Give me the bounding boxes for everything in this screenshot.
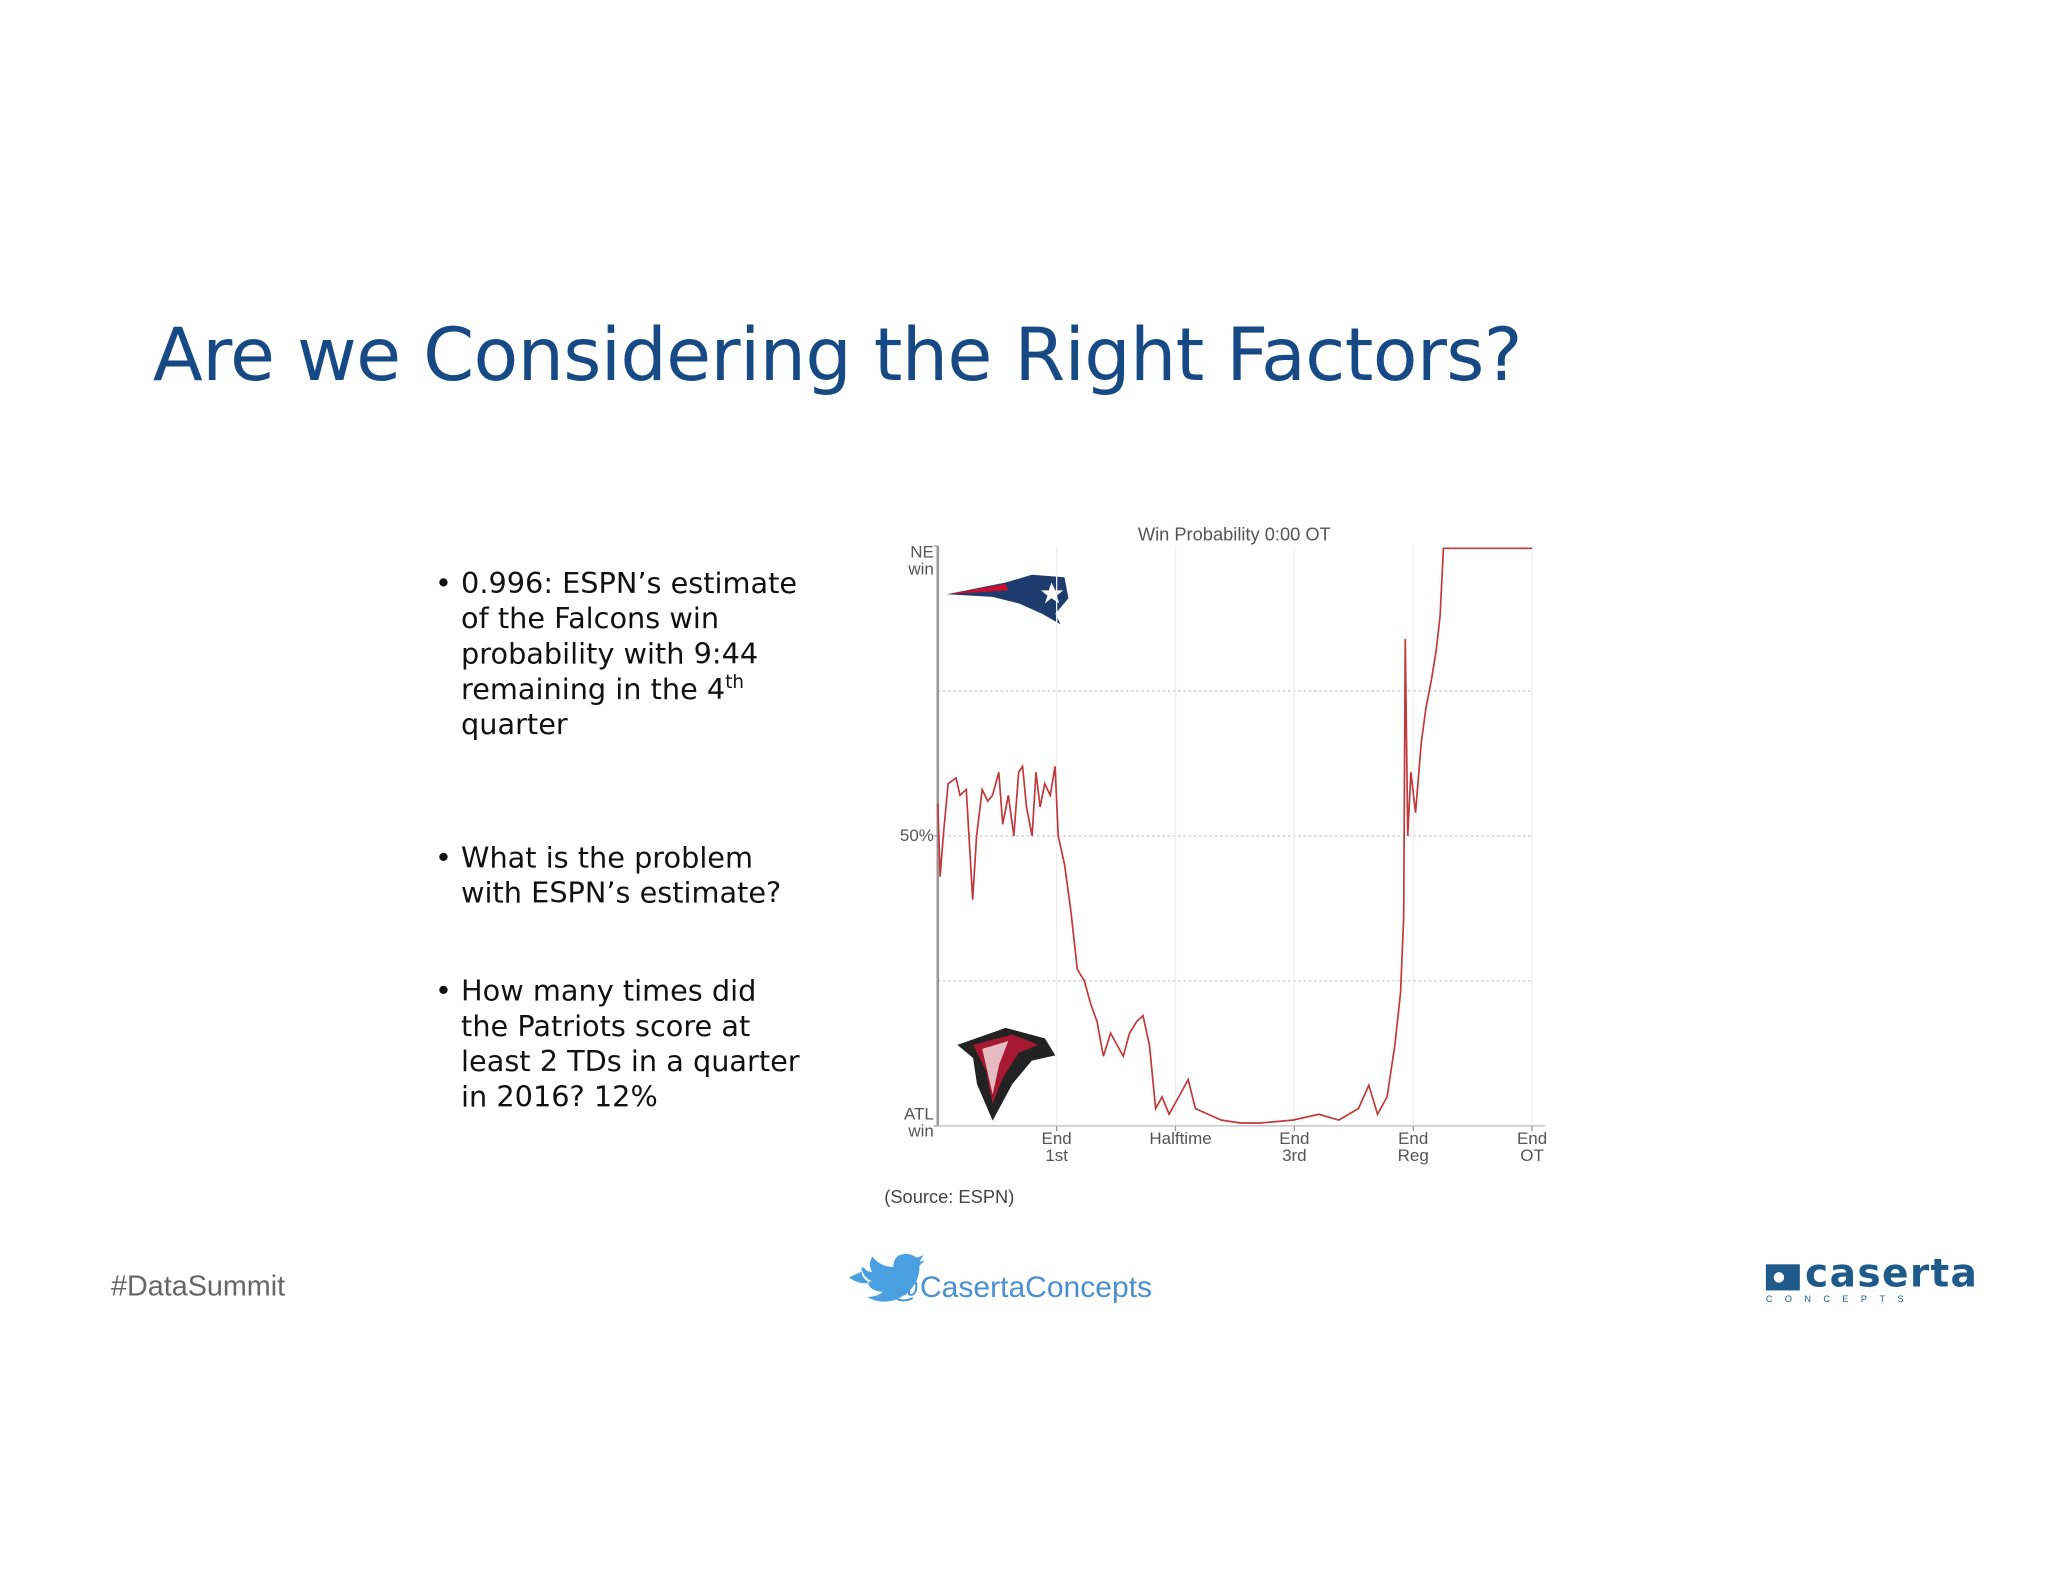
win-probability-line: [936, 547, 1533, 1124]
bullet-text: quarter: [461, 709, 568, 742]
twitter-bird: [848, 1253, 925, 1302]
slide-title: Are we Considering the Right Factors?: [152, 313, 1523, 399]
y-tick-label: NE win: [908, 543, 934, 579]
x-tick-label-box: End Reg: [1397, 1129, 1429, 1166]
source: (Source: ESPN): [884, 1185, 1015, 1207]
y-tick-label: ATL win: [903, 1104, 934, 1141]
y-tick-label-box: 50%: [899, 826, 934, 846]
brand: caserta: [1805, 1251, 1979, 1297]
brand-sub: CONCEPTS: [1765, 1295, 1916, 1305]
falcons-logo: [957, 1027, 1056, 1121]
bullet: • 0.996: ESPN’s estimate of the Falcons w…: [434, 568, 798, 742]
brand-icon: [1765, 1264, 1800, 1291]
hashtag: #DataSummit: [111, 1269, 286, 1303]
bullet: • What is the problem with ESPN’s estimat…: [435, 841, 801, 912]
y-tick-label: 50%: [899, 826, 934, 846]
y-tick-label-box: NE win: [908, 543, 934, 579]
x-tick-label-box: End 3rd: [1279, 1129, 1310, 1166]
twitter-handle: @CasertaConcepts: [889, 1269, 1153, 1304]
x-tick-label: End 1st: [1041, 1129, 1072, 1166]
x-tick-label: End 3rd: [1279, 1129, 1310, 1166]
y-tick-label-box: ATL win: [903, 1104, 934, 1141]
superscript: th: [725, 672, 744, 694]
chart-title: Win Probability 0:00 OT: [1138, 524, 1331, 545]
x-tick-label: End OT: [1516, 1129, 1548, 1166]
bullet-text: How many times did the Patriots score at…: [461, 975, 800, 1115]
x-tick-label: End Reg: [1397, 1129, 1429, 1166]
patriots-logo: [946, 574, 1069, 625]
x-tick-label-box: End OT: [1516, 1129, 1548, 1166]
x-tick-label-box: End 1st: [1041, 1129, 1072, 1166]
bullet-text: What is the problem with ESPN’s estimate…: [461, 842, 782, 911]
bullet: • How many times did the Patriots score a…: [434, 975, 800, 1115]
x-tick-label-box: Halftime: [1149, 1129, 1212, 1149]
x-tick-label: Halftime: [1149, 1129, 1212, 1149]
bullet-text: 0.996: ESPN’s estimate of the Falcons wi…: [461, 568, 798, 707]
